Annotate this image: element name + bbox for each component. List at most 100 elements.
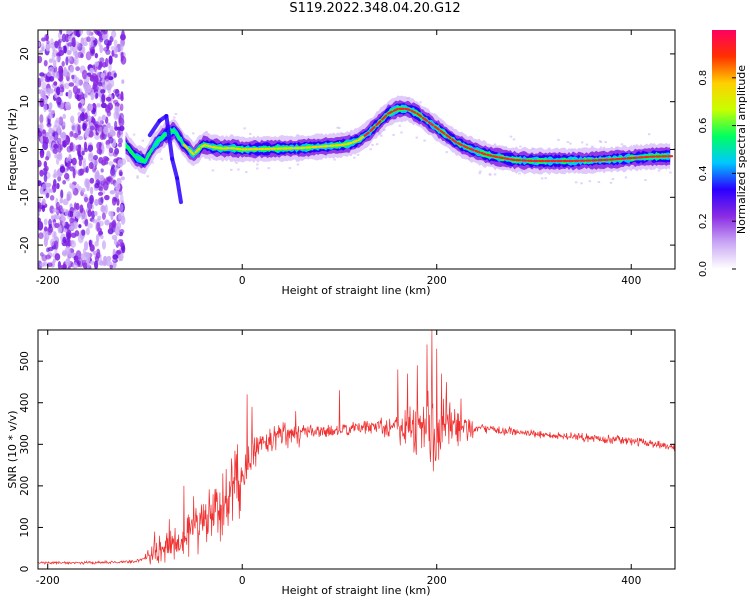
- noise-blob: [52, 59, 57, 69]
- noise-blob: [96, 221, 101, 232]
- noise-blob: [85, 51, 92, 61]
- speckle: [173, 116, 176, 119]
- noise-blob: [81, 187, 86, 193]
- noise-blob: [38, 41, 41, 47]
- noise-blob: [95, 252, 101, 259]
- noise-blob: [113, 72, 117, 78]
- noise-blob: [94, 61, 100, 67]
- noise-blob: [106, 255, 112, 262]
- noise-blob: [39, 97, 45, 108]
- noise-blob: [119, 125, 125, 132]
- top-x-axis-label: Height of straight line (km): [281, 284, 430, 297]
- bottom-y-tick-label: 0: [19, 566, 31, 573]
- noise-blob: [73, 209, 79, 217]
- speckle: [379, 134, 383, 137]
- noise-blob: [67, 42, 73, 47]
- speckle: [611, 178, 615, 181]
- noise-blob: [82, 41, 88, 47]
- noise-blob: [53, 240, 59, 250]
- noise-blob: [100, 168, 104, 173]
- noise-blob: [78, 186, 82, 191]
- noise-blob: [96, 103, 102, 108]
- speckle: [205, 131, 208, 134]
- noise-blob: [100, 102, 107, 109]
- noise-blob: [38, 180, 42, 187]
- speckle: [136, 175, 139, 178]
- noise-blob: [97, 215, 102, 221]
- bottom-y-tick-label: 400: [19, 393, 31, 413]
- noise-blob: [80, 53, 84, 59]
- speckle: [371, 143, 374, 146]
- speckle: [585, 143, 589, 146]
- ridge-peak-segment: [416, 112, 423, 118]
- noise-blob: [63, 45, 67, 54]
- noise-blob: [59, 144, 64, 151]
- speckle: [243, 127, 246, 130]
- noise-blob: [52, 258, 56, 263]
- noise-blob: [45, 42, 51, 52]
- speckle: [267, 167, 270, 170]
- noise-blob: [115, 187, 120, 196]
- ridge-peak-segment: [462, 145, 469, 149]
- noise-blob: [96, 148, 103, 155]
- noise-blob: [102, 180, 109, 191]
- bottom-y-tick-label: 300: [19, 434, 31, 454]
- colorbar-tick-label: 0.2: [698, 213, 709, 229]
- speckle: [519, 145, 522, 148]
- noise-blob: [55, 157, 60, 165]
- speckle: [644, 179, 647, 182]
- noise-blob: [38, 196, 41, 203]
- noise-blob: [108, 147, 114, 154]
- noise-blob: [89, 125, 95, 131]
- noise-blob: [77, 115, 82, 124]
- noise-blob: [74, 41, 80, 48]
- noise-blob: [75, 77, 80, 87]
- noise-blob: [97, 116, 103, 126]
- noise-blob: [74, 124, 79, 134]
- top-y-tick-label: 10: [19, 95, 31, 108]
- noise-blob: [97, 30, 101, 37]
- speckle: [569, 142, 572, 145]
- speckle: [557, 138, 560, 141]
- speckle: [245, 171, 248, 174]
- noise-blob: [120, 51, 124, 62]
- noise-blob: [76, 260, 81, 266]
- noise-blob: [89, 186, 94, 195]
- noise-blob: [47, 227, 53, 236]
- noise-blob: [100, 72, 106, 79]
- noise-blob: [102, 30, 108, 35]
- noise-blob: [116, 221, 122, 230]
- ridge-peak-segment: [392, 107, 399, 112]
- noise-blob: [97, 191, 104, 196]
- noise-blob: [66, 145, 73, 153]
- speckle: [518, 172, 521, 175]
- noise-blob: [117, 137, 123, 145]
- ridge-peak-segment: [369, 125, 376, 132]
- ridge-branch: [147, 118, 162, 138]
- speckle: [235, 161, 238, 164]
- colorbar-gradient: [712, 30, 736, 269]
- noise-blob: [119, 103, 124, 112]
- ridge-peak-segment: [451, 138, 458, 144]
- noise-blob: [38, 211, 41, 217]
- speckle: [174, 112, 178, 115]
- speckle: [160, 157, 163, 160]
- noise-blob: [38, 204, 42, 213]
- ridge-peak-segment: [387, 110, 394, 115]
- noise-blob: [43, 59, 48, 67]
- speckle: [597, 181, 601, 184]
- speckle: [574, 181, 578, 184]
- noise-blob: [47, 112, 53, 120]
- noise-blob: [94, 52, 99, 59]
- noise-blob: [90, 91, 95, 101]
- noise-blob: [40, 37, 46, 42]
- noise-blob: [114, 88, 120, 97]
- ridge-peak-segment: [404, 107, 411, 111]
- noise-blob: [53, 231, 57, 240]
- noise-blob: [100, 89, 106, 94]
- noise-blob: [54, 214, 61, 220]
- noise-blob: [66, 30, 73, 35]
- noise-blob: [92, 218, 97, 224]
- noise-blob: [46, 40, 50, 45]
- noise-blob: [102, 61, 107, 68]
